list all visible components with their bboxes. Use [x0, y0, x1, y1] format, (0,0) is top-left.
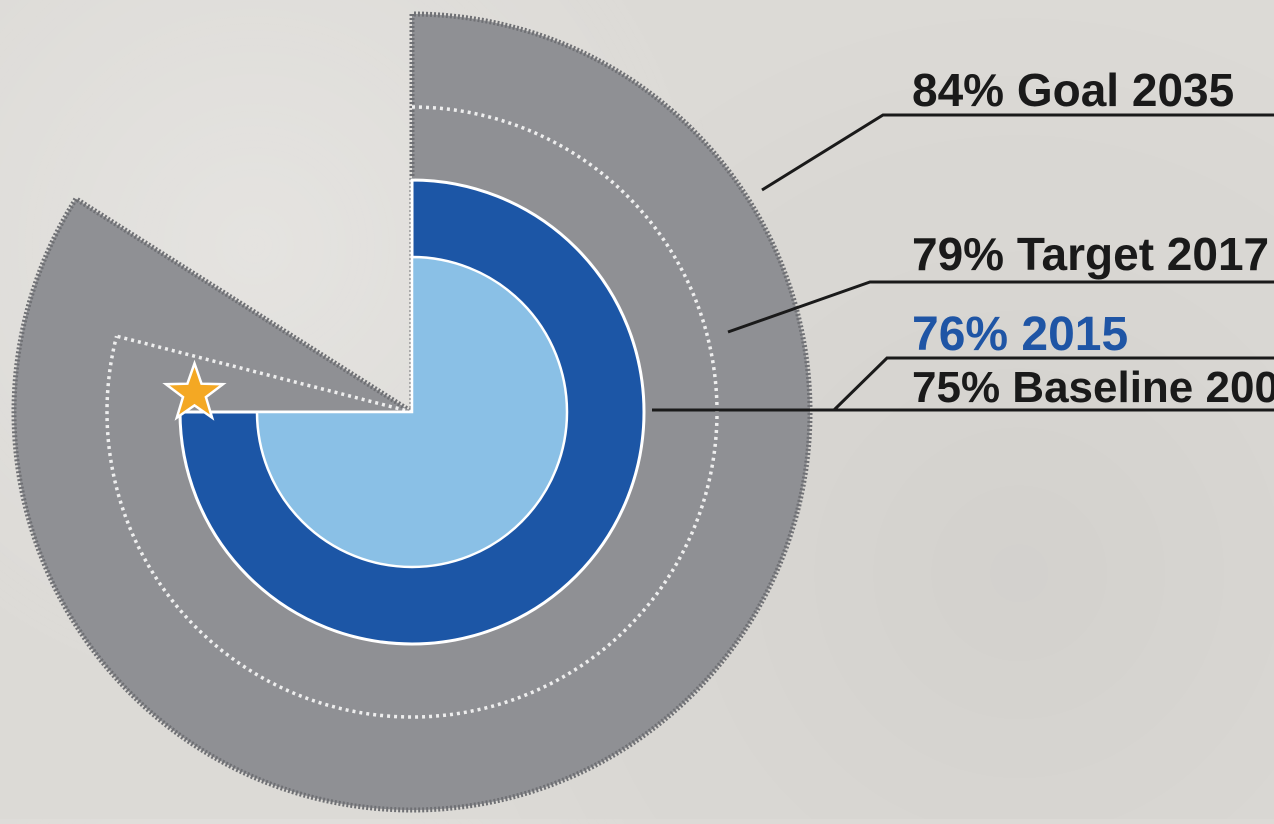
- target-dotted-radius: [116, 334, 413, 414]
- label-target-2017: 79% Target 2017: [912, 228, 1269, 280]
- label-layer: 84% Goal 2035 79% Target 2017 76% 2015 7…: [912, 64, 1274, 412]
- baseline-inner-disk: [255, 255, 569, 569]
- leader-lines: [652, 113, 1274, 412]
- target-dotted-arc: [105, 105, 719, 719]
- label-baseline-2008: 75% Baseline 2008: [912, 363, 1274, 412]
- star-marker-layer: [162, 359, 227, 421]
- label-goal-2035: 84% Goal 2035: [912, 64, 1234, 116]
- leader-goal: [761, 113, 1274, 192]
- leader-current: [832, 356, 1274, 412]
- inner-ring-layer: [178, 178, 646, 646]
- label-current-2015: 76% 2015: [912, 308, 1128, 361]
- star-icon: [162, 359, 227, 421]
- leader-target: [727, 280, 1274, 334]
